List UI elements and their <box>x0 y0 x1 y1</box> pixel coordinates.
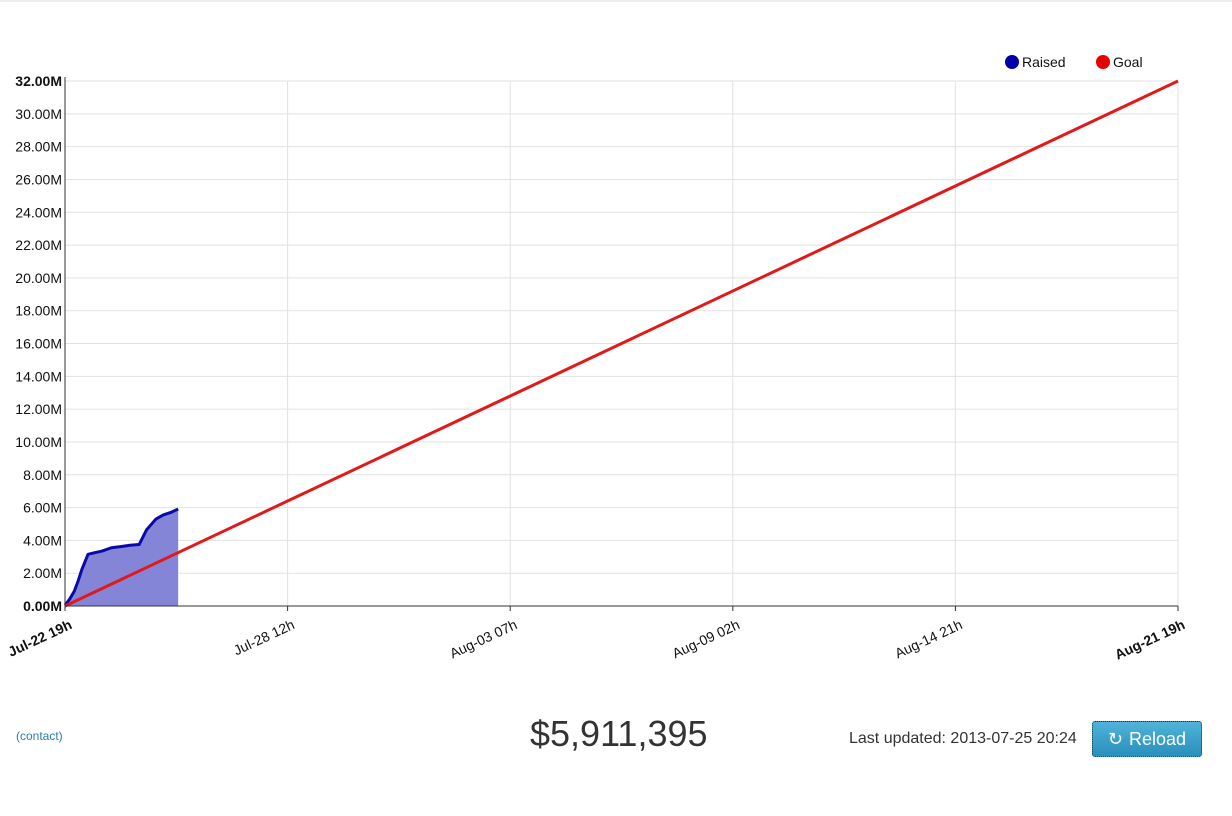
y-axis-ticks: 0.00M 2.00M 4.00M 6.00M 8.00M 10.00M 12.00M 14.… <box>15 73 62 614</box>
y-tick-label: 0.00M <box>23 598 62 614</box>
x-tick-label: Aug-21 19h <box>1112 616 1187 662</box>
x-tick-label: Aug-03 07h <box>447 616 519 661</box>
top-divider <box>0 0 1232 2</box>
legend[interactable]: Raised Goal <box>1005 54 1143 70</box>
raised-line <box>63 507 179 607</box>
legend-label-raised: Raised <box>1022 54 1066 70</box>
y-tick-label: 4.00M <box>23 532 62 548</box>
y-tick-label: 24.00M <box>15 204 62 220</box>
y-tick-label: 22.00M <box>15 237 62 253</box>
last-updated: Last updated: 2013-07-25 20:24 <box>849 730 1077 747</box>
y-tick-label: 12.00M <box>15 401 62 417</box>
raised-series <box>63 507 179 607</box>
y-tick-label: 14.00M <box>15 368 62 384</box>
x-tick-label: Aug-09 02h <box>670 616 742 661</box>
y-tick-label: 8.00M <box>23 467 62 483</box>
y-tick-label: 32.00M <box>15 73 62 89</box>
reload-label: Reload <box>1129 728 1187 749</box>
goal-line <box>64 79 1179 608</box>
x-tick-label: Jul-28 12h <box>231 616 297 658</box>
y-tick-label: 18.00M <box>15 303 62 319</box>
axes <box>64 77 1178 607</box>
goal-series <box>64 79 1179 608</box>
y-tick-label: 28.00M <box>15 139 62 155</box>
refresh-icon: ↻ <box>1107 729 1124 749</box>
x-tick-label: Aug-14 21h <box>892 616 964 661</box>
reload-button[interactable]: ↻ Reload <box>1092 721 1202 757</box>
x-axis-ticks: Jul-22 19h Jul-28 12h Aug-03 07h Aug-09 02h… <box>5 606 1187 663</box>
y-tick-label: 6.00M <box>23 500 62 516</box>
legend-swatch-raised <box>1005 55 1019 69</box>
x-tick-label: Jul-22 19h <box>5 616 74 659</box>
legend-swatch-goal <box>1096 55 1110 69</box>
fundraising-chart: 0.00M 2.00M 4.00M 6.00M 8.00M 10.00M 12.00M 14.… <box>5 54 1187 663</box>
grid-lines <box>65 80 1179 606</box>
y-tick-label: 30.00M <box>15 106 62 122</box>
raised-area-fill <box>65 509 179 606</box>
contact-container: (contact) <box>16 729 63 743</box>
total-raised: $5,911,395 <box>530 713 708 754</box>
legend-label-goal: Goal <box>1113 54 1143 70</box>
y-tick-label: 26.00M <box>15 171 62 187</box>
y-tick-label: 20.00M <box>15 270 62 286</box>
y-tick-label: 10.00M <box>15 434 62 450</box>
y-tick-label: 16.00M <box>15 336 62 352</box>
contact-link[interactable]: (contact) <box>16 729 63 743</box>
y-tick-label: 2.00M <box>23 565 62 581</box>
